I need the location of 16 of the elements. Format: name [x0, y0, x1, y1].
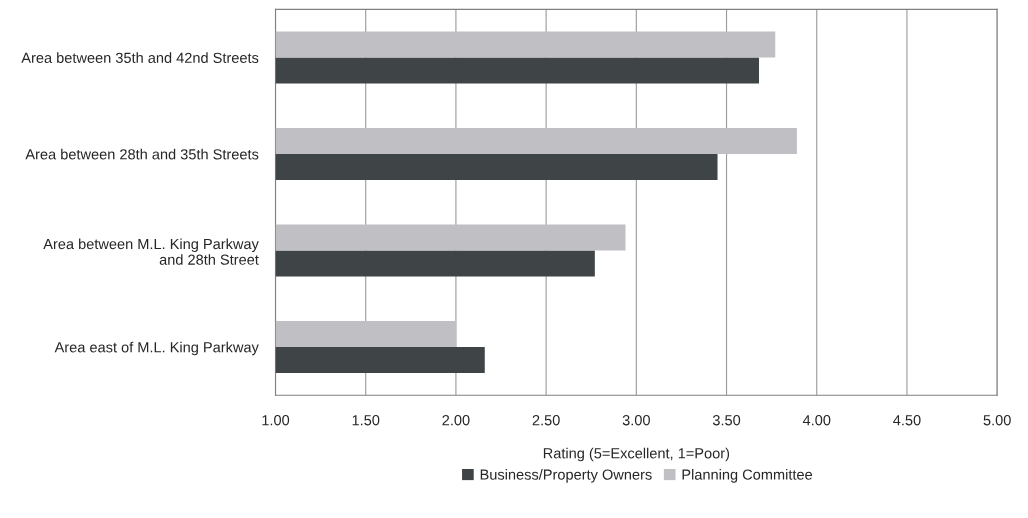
x-tick-label: 3.00 — [622, 415, 650, 426]
x-tick-label: 5.00 — [983, 415, 1011, 426]
x-tick-label: 4.50 — [893, 415, 921, 426]
x-axis-title: Rating (5=Excellent, 1=Poor) — [543, 447, 730, 462]
x-tick-label: 2.50 — [532, 415, 560, 426]
legend-label: Business/Property Owners — [480, 469, 652, 483]
y-tick-label: Area between 35th and 42nd Streets — [21, 52, 259, 63]
x-tick-label: 1.00 — [262, 415, 290, 426]
y-tick-label: Area between M.L. King Parkway and 28th Street — [43, 238, 259, 265]
y-tick-label: Area between 28th and 35th Streets — [25, 148, 259, 160]
x-tick-label: 4.00 — [802, 415, 831, 426]
x-tick-label: 2.00 — [442, 415, 470, 426]
x-tick-label: 1.50 — [352, 415, 380, 426]
x-tick-label: 3.50 — [712, 415, 741, 426]
legend-label: Planning Committee — [682, 469, 813, 483]
y-tick-label: Area east of M.L. King Parkway — [54, 341, 259, 356]
